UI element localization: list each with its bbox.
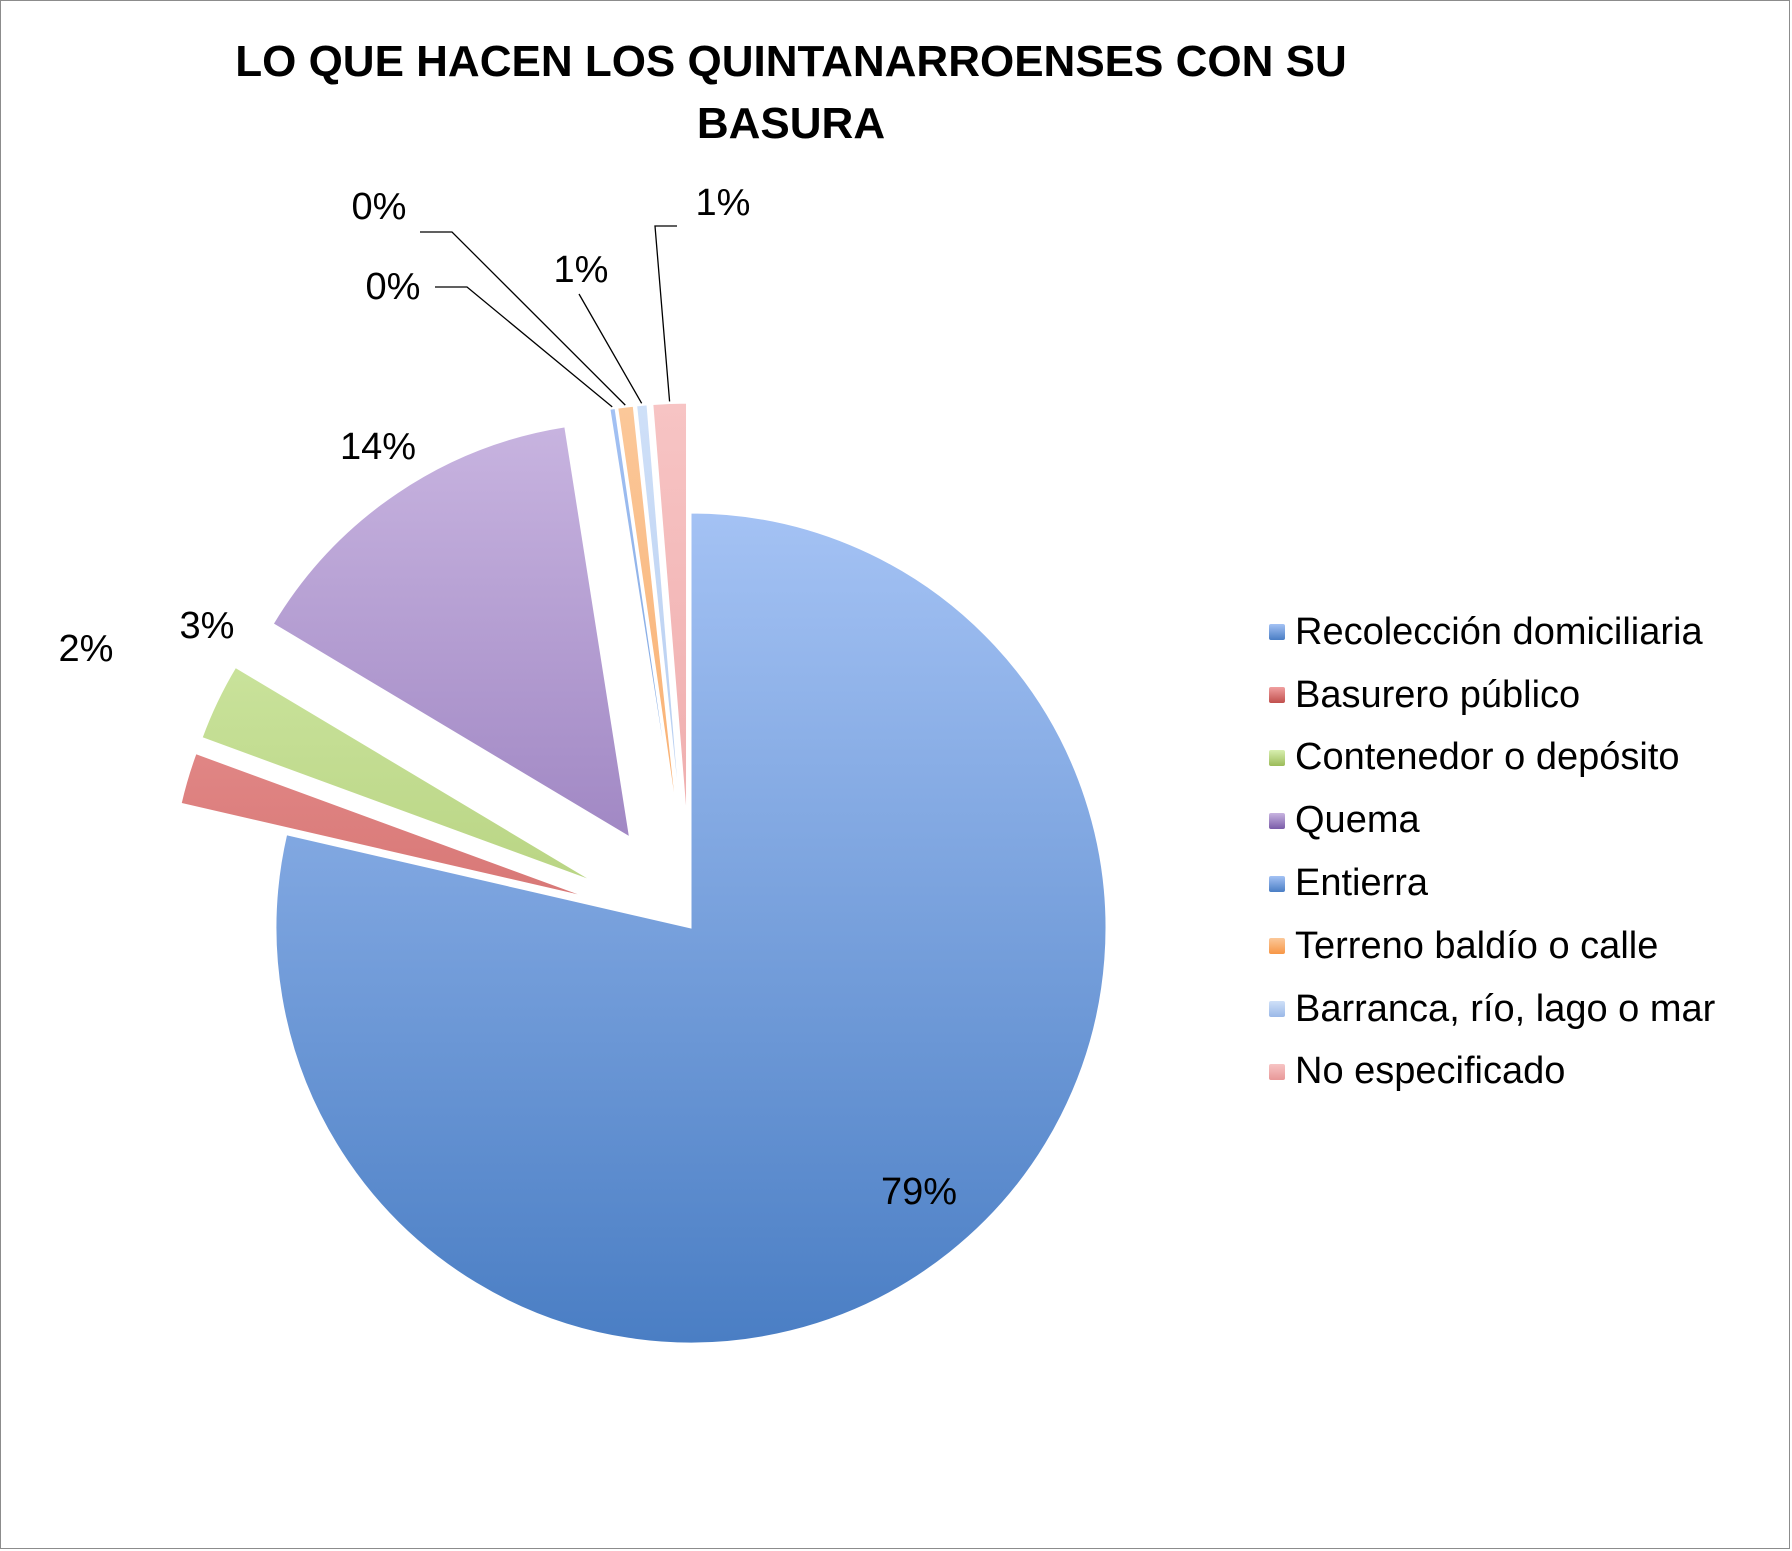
legend-label: Barranca, río, lago o mar bbox=[1295, 987, 1716, 1030]
leader-line-8 bbox=[654, 225, 677, 402]
data-label-8: 1% bbox=[696, 182, 751, 224]
pie-slice-8 bbox=[652, 402, 688, 819]
legend-swatch bbox=[1269, 749, 1285, 766]
legend-label: Terreno baldío o calle bbox=[1295, 924, 1659, 967]
data-label-2: 2% bbox=[59, 628, 114, 670]
legend-label: No especificado bbox=[1295, 1050, 1566, 1093]
pie-slice-2 bbox=[180, 753, 586, 898]
legend-item-5: Entierra bbox=[1269, 852, 1715, 915]
legend-swatch bbox=[1269, 875, 1285, 892]
legend-swatch bbox=[1269, 687, 1285, 704]
data-label-7: 1% bbox=[554, 249, 609, 291]
data-label-6: 0% bbox=[352, 186, 407, 228]
legend-item-4: Quema bbox=[1269, 789, 1715, 852]
legend-swatch bbox=[1269, 938, 1285, 955]
legend-item-2: Basurero público bbox=[1269, 664, 1715, 727]
leader-line-6 bbox=[420, 231, 626, 406]
pie-slice-7 bbox=[636, 404, 682, 819]
leader-line-5 bbox=[435, 286, 613, 408]
chart-title-line-1: LO QUE HACEN LOS QUINTANARROENSES CON SU bbox=[235, 37, 1347, 86]
chart-title-line-2: BASURA bbox=[696, 99, 886, 148]
legend-swatch bbox=[1269, 624, 1285, 641]
legend-label: Quema bbox=[1295, 799, 1420, 842]
legend-swatch bbox=[1269, 1001, 1285, 1018]
leader-line-7 bbox=[578, 293, 643, 404]
legend-item-8: No especificado bbox=[1269, 1041, 1715, 1104]
pie-slice-5 bbox=[609, 407, 676, 820]
pie-slice-6 bbox=[617, 405, 678, 819]
data-label-1: 79% bbox=[881, 1171, 957, 1213]
pie-slice-4 bbox=[272, 426, 631, 838]
chart-title: LO QUE HACEN LOS QUINTANARROENSES CON SU… bbox=[161, 31, 1421, 155]
legend-item-7: Barranca, río, lago o mar bbox=[1269, 978, 1715, 1041]
legend: Recolección domiciliaria Basurero público… bbox=[1269, 601, 1715, 1103]
legend-label: Entierra bbox=[1295, 862, 1429, 905]
legend-label: Contenedor o depósito bbox=[1295, 736, 1680, 779]
data-label-5: 0% bbox=[366, 266, 421, 308]
legend-swatch bbox=[1269, 1063, 1285, 1080]
pie-slice-3 bbox=[201, 666, 592, 882]
legend-item-3: Contenedor o depósito bbox=[1269, 727, 1715, 790]
legend-label: Recolección domiciliaria bbox=[1295, 610, 1703, 653]
legend-swatch bbox=[1269, 812, 1285, 829]
legend-item-1: Recolección domiciliaria bbox=[1269, 601, 1715, 664]
legend-item-6: Terreno baldío o calle bbox=[1269, 915, 1715, 978]
pie-slice-1 bbox=[275, 512, 1107, 1344]
data-label-3: 3% bbox=[180, 605, 235, 647]
legend-label: Basurero público bbox=[1295, 673, 1581, 716]
data-label-4: 14% bbox=[340, 426, 416, 468]
